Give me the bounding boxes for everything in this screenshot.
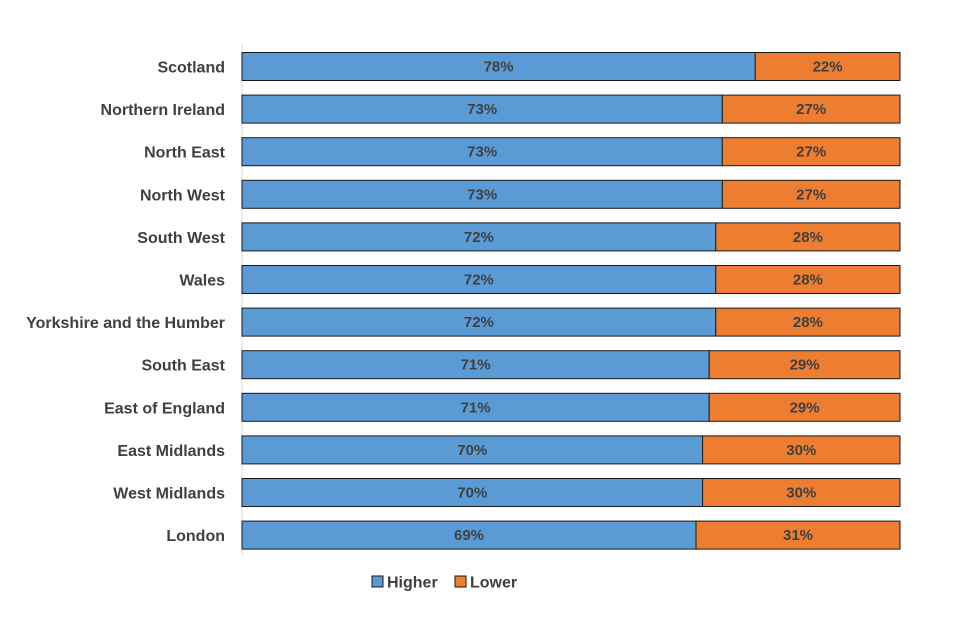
bar-lower (708, 392, 901, 422)
data-label-higher: 73% (467, 101, 497, 118)
data-label-lower: 27% (796, 144, 826, 161)
category-label: East of England (104, 400, 225, 417)
data-label-higher: 71% (461, 357, 491, 374)
bar-lower (721, 137, 901, 167)
bar-lower (721, 179, 901, 209)
category-label: Northern Ireland (101, 102, 225, 119)
bar-higher (241, 307, 717, 337)
category-label: North East (144, 145, 226, 162)
data-label-lower: 22% (813, 59, 843, 76)
data-label-higher: 69% (454, 527, 484, 544)
legend: Higher Lower (371, 575, 517, 592)
legend-swatch-lower (454, 575, 467, 588)
category-label: East Midlands (117, 443, 225, 460)
data-label-higher: 72% (464, 272, 494, 289)
bar-lower (695, 520, 901, 550)
data-label-lower: 27% (796, 186, 826, 203)
data-label-higher: 70% (457, 442, 487, 459)
data-label-lower: 29% (790, 399, 820, 416)
bar-higher (241, 350, 710, 380)
bar-higher (241, 222, 717, 252)
bars-group (241, 52, 901, 550)
bar-higher (241, 435, 704, 465)
category-label: Scotland (157, 60, 225, 77)
category-label: London (166, 528, 225, 545)
data-label-lower: 30% (786, 442, 816, 459)
category-labels: Scotland Northern Ireland North East North … (26, 60, 226, 546)
data-label-lower: 29% (790, 357, 820, 374)
bar-lower (702, 435, 901, 465)
category-label: Yorkshire and the Humber (26, 315, 225, 332)
data-label-lower: 31% (783, 527, 813, 544)
data-label-higher: 73% (467, 144, 497, 161)
bar-lower (715, 222, 901, 252)
bar-higher (241, 265, 717, 294)
data-label-lower: 28% (793, 314, 823, 331)
legend-label-lower: Lower (470, 575, 517, 592)
data-label-higher: 72% (464, 314, 494, 331)
data-label-higher: 70% (457, 485, 487, 502)
bar-lower (702, 478, 901, 507)
bar-lower (721, 94, 901, 124)
category-label: Wales (179, 273, 225, 290)
bar-higher (241, 478, 704, 507)
legend-label-higher: Higher (387, 575, 438, 592)
data-label-higher: 78% (484, 59, 514, 76)
bar-higher (241, 94, 723, 124)
data-label-higher: 72% (464, 229, 494, 246)
category-label: South West (137, 230, 225, 247)
bar-lower (715, 265, 901, 294)
legend-swatch-higher (371, 575, 384, 588)
category-label: North West (140, 187, 226, 204)
bar-lower (715, 307, 901, 337)
data-label-lower: 28% (793, 229, 823, 246)
data-label-lower: 30% (786, 485, 816, 502)
bar-lower (754, 52, 901, 81)
data-label-higher: 73% (467, 186, 497, 203)
bar-higher (241, 520, 697, 550)
bar-lower (708, 350, 901, 380)
data-labels: 78% 22% 73% 27% 73% 27% 73% 27% 72% 28% 72% 28% 72% 2… (454, 59, 843, 545)
category-label: South East (141, 358, 225, 375)
category-label: West Midlands (113, 486, 225, 503)
data-label-lower: 28% (793, 272, 823, 289)
data-label-lower: 27% (796, 101, 826, 118)
bar-higher (241, 392, 710, 422)
data-label-higher: 71% (461, 399, 491, 416)
